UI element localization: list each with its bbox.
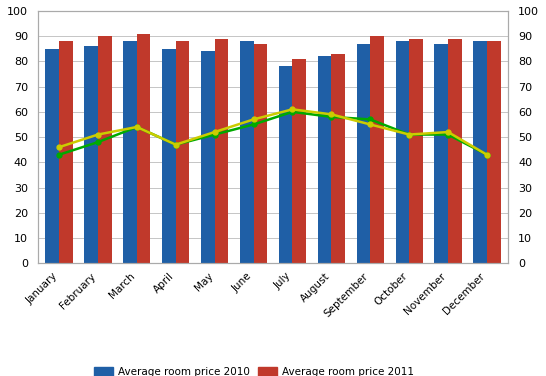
Bar (253, 44, 267, 263)
Occupancy rate 2011 (289, 107, 296, 112)
Bar (293, 59, 306, 263)
Occupancy rate 2011 (94, 132, 101, 137)
Occupancy rate 2010 (289, 109, 296, 114)
Line: Occupancy rate 2011: Occupancy rate 2011 (57, 107, 489, 157)
Bar (215, 39, 228, 263)
Bar (137, 33, 151, 263)
Occupancy rate 2011 (328, 112, 335, 117)
Occupancy rate 2011 (250, 117, 257, 122)
Occupancy rate 2011 (367, 122, 373, 127)
Occupancy rate 2010 (250, 122, 257, 127)
Line: Occupancy rate 2010: Occupancy rate 2010 (57, 109, 489, 157)
Bar (370, 36, 384, 263)
Bar (357, 44, 370, 263)
Bar (487, 41, 501, 263)
Bar (473, 41, 487, 263)
Bar (435, 44, 448, 263)
Occupancy rate 2011 (445, 130, 452, 134)
Bar (201, 51, 215, 263)
Bar (318, 56, 331, 263)
Occupancy rate 2010 (406, 132, 412, 137)
Bar (409, 39, 423, 263)
Occupancy rate 2011 (484, 153, 490, 157)
Occupancy rate 2010 (484, 153, 490, 157)
Bar (279, 67, 293, 263)
Occupancy rate 2010 (211, 132, 218, 137)
Occupancy rate 2010 (94, 140, 101, 144)
Occupancy rate 2011 (211, 130, 218, 134)
Legend: Average room price 2010, Occupancy rate 2010, Average room price 2011, Occupancy: Average room price 2010, Occupancy rate … (91, 364, 417, 376)
Bar (176, 41, 189, 263)
Bar (162, 49, 176, 263)
Bar (448, 39, 462, 263)
Occupancy rate 2010 (173, 143, 179, 147)
Bar (331, 54, 345, 263)
Occupancy rate 2011 (56, 145, 62, 149)
Bar (59, 41, 73, 263)
Occupancy rate 2010 (445, 132, 452, 137)
Bar (395, 41, 409, 263)
Bar (240, 41, 253, 263)
Bar (123, 41, 137, 263)
Occupancy rate 2010 (134, 125, 140, 129)
Occupancy rate 2011 (134, 125, 140, 129)
Bar (98, 36, 111, 263)
Bar (84, 46, 98, 263)
Occupancy rate 2011 (406, 132, 412, 137)
Occupancy rate 2010 (56, 153, 62, 157)
Bar (45, 49, 59, 263)
Occupancy rate 2011 (173, 143, 179, 147)
Occupancy rate 2010 (328, 115, 335, 119)
Occupancy rate 2010 (367, 117, 373, 122)
